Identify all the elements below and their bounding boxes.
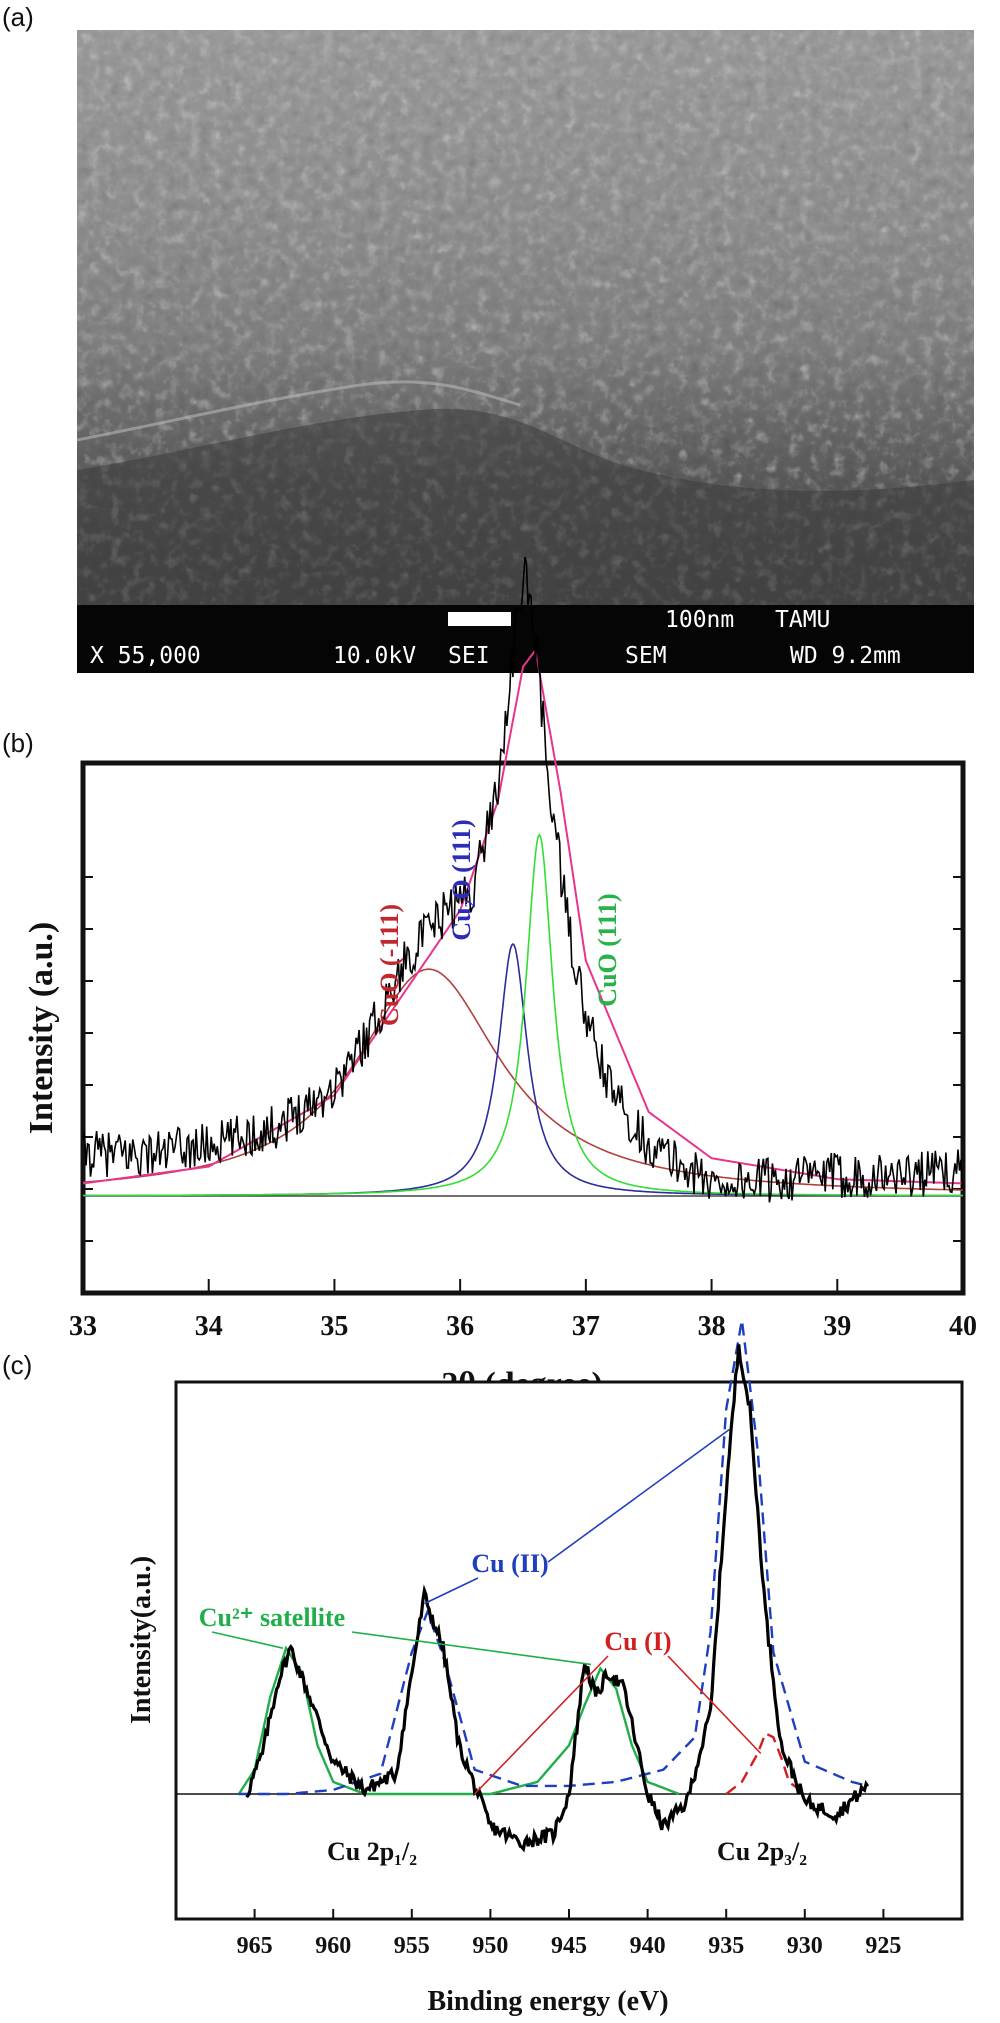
- xrd-annotation-cu2o-111: Cu₂O (111): [447, 819, 476, 940]
- xps-x-axis: 965 960 955 950 945 940 935 930 925: [237, 1909, 901, 1959]
- sem-micrograph: 100nm TAMU X 55,000 10.0kV SEI SEM WD 9.…: [76, 30, 974, 673]
- xps-series-cu-i-: [725, 1731, 806, 1795]
- xrd-plot-frame: [80, 760, 966, 1296]
- xrd-x-tick-label: 34: [195, 1311, 223, 1342]
- xrd-x-tick-label: 33: [69, 1311, 97, 1342]
- xrd-annotation-cuo-111: CuO (111): [593, 893, 622, 1006]
- sem-ridge: [76, 380, 521, 442]
- panel-label-b: (b): [2, 728, 34, 758]
- xps-leader-line-1: [547, 1428, 730, 1563]
- xrd-peak-fit-2: [83, 833, 963, 1197]
- xps-x-axis-title: Binding energy (eV): [427, 1986, 668, 2017]
- xps-series-group: [237, 1319, 870, 1853]
- sem-voltage: 10.0kV: [333, 643, 416, 669]
- xps-x-tick-label: 950: [472, 1933, 508, 1959]
- xps-annotation-leaders: [211, 1428, 762, 1795]
- sem-scale-label: 100nm: [665, 607, 734, 633]
- sem-substrate-shadow: [77, 408, 974, 605]
- xrd-x-tick-label: 38: [698, 1311, 726, 1342]
- xps-series-measured: [245, 1344, 870, 1853]
- xps-leader-line-5: [667, 1655, 762, 1755]
- sem-lab-label: TAMU: [775, 607, 830, 633]
- xps-leader-line-3: [351, 1631, 592, 1666]
- xrd-x-tick-label: 40: [949, 1311, 977, 1342]
- xrd-peak-fit-0: [82, 968, 963, 1191]
- xps-x-tick-label: 955: [394, 1933, 430, 1959]
- sem-scale-bar: [448, 612, 511, 626]
- xps-leader-line-2: [211, 1631, 284, 1649]
- xps-x-tick-label: 945: [551, 1933, 587, 1959]
- xrd-x-tick-label: 36: [446, 1311, 474, 1342]
- xps-chart: 965 960 955 950 945 940 935 930 925 Binding ener…: [126, 1319, 964, 2017]
- xps-annotation-cu2p32: Cu 2p₃/₂: [717, 1837, 807, 1866]
- sem-mode: SEM: [625, 643, 667, 669]
- xps-x-tick-label: 930: [787, 1933, 823, 1959]
- xps-annotation-cu-i: Cu (I): [604, 1627, 671, 1656]
- xrd-x-tick-label: 35: [320, 1311, 348, 1342]
- sem-detector: SEI: [448, 643, 490, 669]
- xrd-y-axis: [83, 876, 963, 1242]
- xrd-x-tick-label: 37: [572, 1311, 600, 1342]
- xrd-x-tick-label: 39: [823, 1311, 851, 1342]
- xps-x-tick-label: 965: [237, 1933, 273, 1959]
- sem-magnification: X 55,000: [90, 643, 201, 669]
- xps-leader-line-0: [424, 1577, 479, 1605]
- xrd-y-axis-title: Intensity (a.u.): [23, 922, 60, 1135]
- xps-y-axis-title: Intensity(a.u.): [126, 1556, 157, 1724]
- xps-x-tick-label: 925: [865, 1933, 901, 1959]
- xps-x-tick-label: 940: [630, 1933, 666, 1959]
- xps-leader-line-4: [474, 1655, 609, 1795]
- xrd-series-group: [82, 556, 964, 1203]
- sem-working-distance: WD 9.2mm: [790, 643, 901, 669]
- xps-annotation-cu-ii: Cu (II): [471, 1549, 548, 1578]
- xrd-annotation-cuo-111-neg: CuO (-111): [375, 904, 404, 1026]
- xps-x-tick-label: 935: [708, 1933, 744, 1959]
- panel-label-a: (a): [2, 2, 34, 32]
- xps-plot-frame: [174, 1380, 964, 1921]
- xrd-x-axis: 33 34 35 36 37 38 39 40: [69, 1279, 977, 1342]
- panel-label-c: (c): [2, 1350, 33, 1380]
- xps-annotation-cu2-satellite: Cu²⁺ satellite: [199, 1603, 345, 1632]
- xrd-measured-line: [82, 556, 964, 1203]
- xps-annotation-cu2p12: Cu 2p₁/₂: [327, 1837, 417, 1866]
- xps-series-cu-ii-: [238, 1319, 868, 1796]
- xps-x-tick-label: 960: [315, 1933, 351, 1959]
- sem-info-bar: [77, 605, 974, 673]
